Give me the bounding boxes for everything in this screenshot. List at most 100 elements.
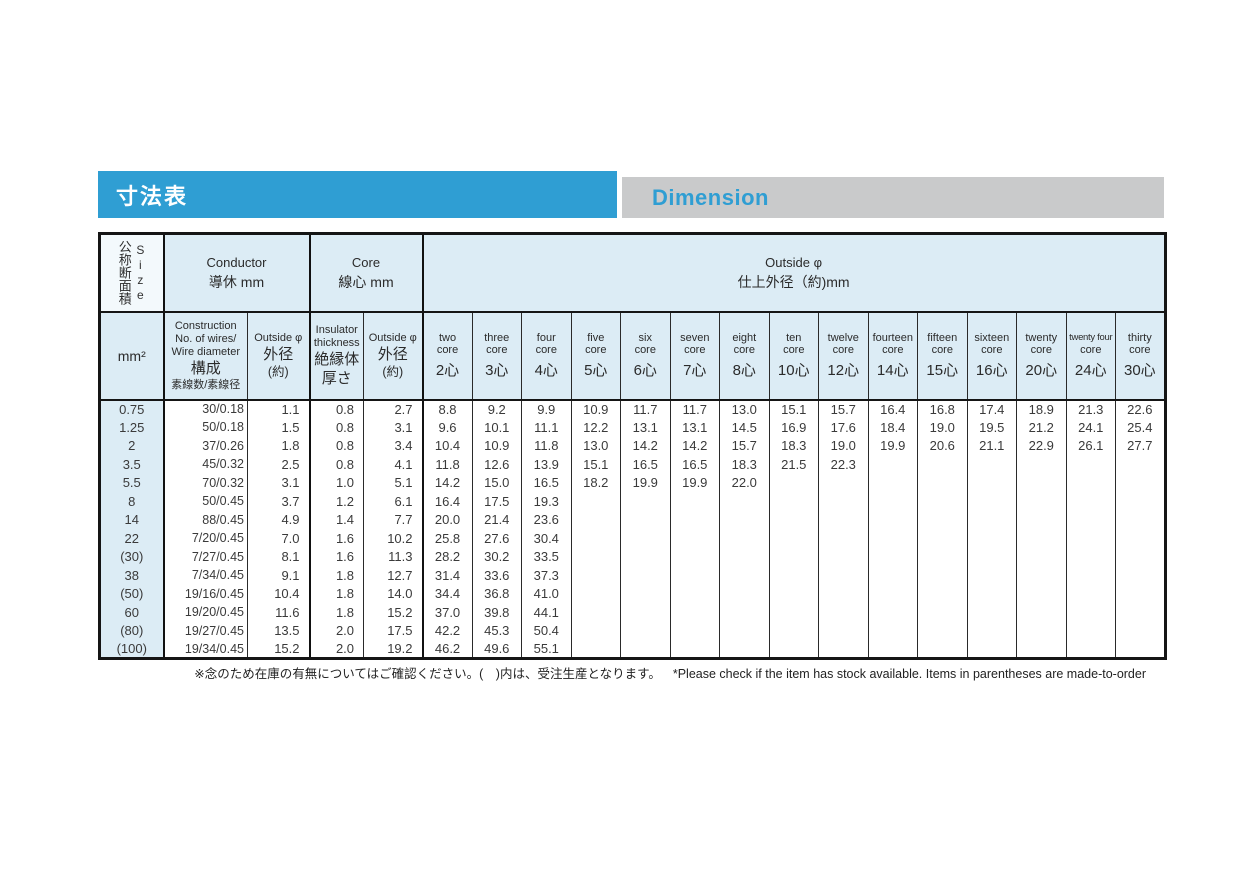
core-od-cell	[1016, 529, 1067, 548]
insulator-thickness-cell: 2.0	[309, 640, 365, 659]
core-od-cell: 20.0	[422, 510, 473, 529]
section-title-bar-en: Dimension	[622, 177, 1164, 218]
construction-cell: 88/0.45	[163, 510, 248, 529]
core-od-cell: 41.0	[521, 584, 572, 603]
insulator-thickness-cell: 1.8	[309, 603, 365, 622]
core-od-cell	[1066, 584, 1117, 603]
core-count-header: six core 6心	[620, 311, 671, 401]
core-od-cell	[818, 603, 869, 622]
core-od-cell	[719, 640, 770, 659]
construction-cell: 45/0.32	[163, 455, 248, 474]
core-od-cell	[1066, 640, 1117, 659]
construction-cell: 70/0.32	[163, 473, 248, 492]
core-outside-cell: 19.2	[363, 640, 424, 659]
core-od-cell: 21.2	[1016, 418, 1067, 437]
table-row: 38 7/34/0.45 9.1 1.8 12.7 31.4 33.6 37.3	[99, 566, 1166, 585]
core-od-cell: 25.4	[1127, 419, 1153, 435]
core-od-cell: 15.7	[818, 399, 869, 418]
core-count-header: eight core 8心	[719, 311, 770, 401]
core-od-cell: 10.9	[472, 436, 523, 455]
core-od-cell	[1116, 529, 1166, 548]
construction-cell: 7/27/0.45	[163, 547, 248, 566]
core-od-cell: 13.1	[620, 418, 671, 437]
table-row: 5.5 70/0.32 3.1 1.0 5.1 14.2 15.0 16.5 18.2 19.9 1…	[99, 473, 1166, 492]
core-od-cell	[670, 492, 721, 511]
table-row: 3.5 45/0.32 2.5 0.8 4.1 11.8 12.6 13.9 15.1 16.5 1…	[99, 455, 1166, 474]
core-od-cell: 11.1	[521, 418, 572, 437]
core-od-cell	[917, 492, 968, 511]
core-od-cell: 21.4	[472, 510, 523, 529]
core-od-cell	[571, 621, 622, 640]
core-count-header: fifteen core 15心	[917, 311, 968, 401]
core-od-cell: 18.2	[571, 473, 622, 492]
core-od-cell: 19.0	[917, 418, 968, 437]
core-count-header: three core 3心	[472, 311, 523, 401]
conductor-group-header: Conductor 導休 mm	[163, 233, 311, 313]
core-od-cell	[670, 566, 721, 585]
core-od-cell: 10.4	[422, 436, 473, 455]
core-od-cell	[1116, 455, 1166, 474]
core-od-cell	[1016, 621, 1067, 640]
core-od-cell: 18.9	[1016, 399, 1067, 418]
footnote-en: *Please check if the item has stock avai…	[672, 667, 1146, 681]
table-row: 22 7/20/0.45 7.0 1.6 10.2 25.8 27.6 30.4	[99, 529, 1166, 548]
core-od-cell: 21.5	[769, 455, 820, 474]
core-od-cell: 13.0	[719, 399, 770, 418]
insulator-thickness-cell: 1.2	[309, 492, 365, 511]
size-label-en: Size	[133, 242, 148, 303]
insulator-thickness-cell: 1.4	[309, 510, 365, 529]
core-od-cell: 33.6	[472, 566, 523, 585]
core-count-header: twenty core 20心	[1016, 311, 1067, 401]
core-count-header: sixteen core 16心	[967, 311, 1018, 401]
core-od-cell: 8.8	[422, 399, 473, 418]
core-od-cell: 20.6	[917, 436, 968, 455]
core-od-cell: 27.7	[1127, 438, 1153, 454]
core-outside-cell: 3.1	[363, 418, 424, 437]
core-od-cell	[670, 510, 721, 529]
core-od-cell	[620, 640, 671, 659]
core-od-cell	[1116, 492, 1166, 511]
core-od-cell: 14.2	[422, 473, 473, 492]
outside-group-header: Outside φ 仕上外径（約)mm	[422, 233, 1166, 313]
core-od-cell	[670, 603, 721, 622]
core-od-cell	[1066, 547, 1117, 566]
core-outside-cell: 12.7	[363, 566, 424, 585]
core-od-cell: 14.2	[620, 436, 671, 455]
core-od-cell	[1016, 547, 1067, 566]
core-od-cell: 15.7	[719, 436, 770, 455]
core-od-cell	[917, 621, 968, 640]
core-od-cell: 42.2	[422, 621, 473, 640]
core-od-cell	[769, 547, 820, 566]
core-od-cell: 39.8	[472, 603, 523, 622]
conductor-outside-cell: 8.1	[247, 547, 311, 566]
size-cell: 60	[99, 603, 165, 622]
insulator-thickness-cell: 0.8	[309, 455, 365, 474]
core-outside-cell: 11.3	[363, 547, 424, 566]
core-count-header: ten core 10心	[769, 311, 820, 401]
core-od-cell: 46.2	[422, 640, 473, 659]
core-group-header: Core 線心 mm	[309, 233, 424, 313]
core-od-cell	[1066, 566, 1117, 585]
core-od-cell: 18.3	[719, 455, 770, 474]
core-od-cell: 37.0	[422, 603, 473, 622]
core-od-cell	[818, 473, 869, 492]
core-od-cell	[620, 621, 671, 640]
core-od-cell	[670, 529, 721, 548]
core-od-cell: 12.6	[472, 455, 523, 474]
core-od-cell: 17.4	[967, 399, 1018, 418]
conductor-outside-cell: 1.5	[247, 418, 311, 437]
construction-cell: 50/0.18	[163, 418, 248, 437]
core-od-cell	[719, 584, 770, 603]
core-od-cell	[571, 640, 622, 659]
construction-cell: 50/0.45	[163, 492, 248, 511]
core-od-cell	[1066, 529, 1117, 548]
construction-cell: 19/27/0.45	[163, 621, 248, 640]
core-od-cell	[620, 584, 671, 603]
conductor-outside-cell: 11.6	[247, 603, 311, 622]
insulator-thickness-cell: 1.0	[309, 473, 365, 492]
core-od-cell	[818, 621, 869, 640]
core-od-cell	[620, 547, 671, 566]
core-od-cell	[1016, 473, 1067, 492]
core-od-cell	[1116, 622, 1166, 641]
conductor-outside-header: Outside φ 外径 (約)	[247, 311, 311, 401]
